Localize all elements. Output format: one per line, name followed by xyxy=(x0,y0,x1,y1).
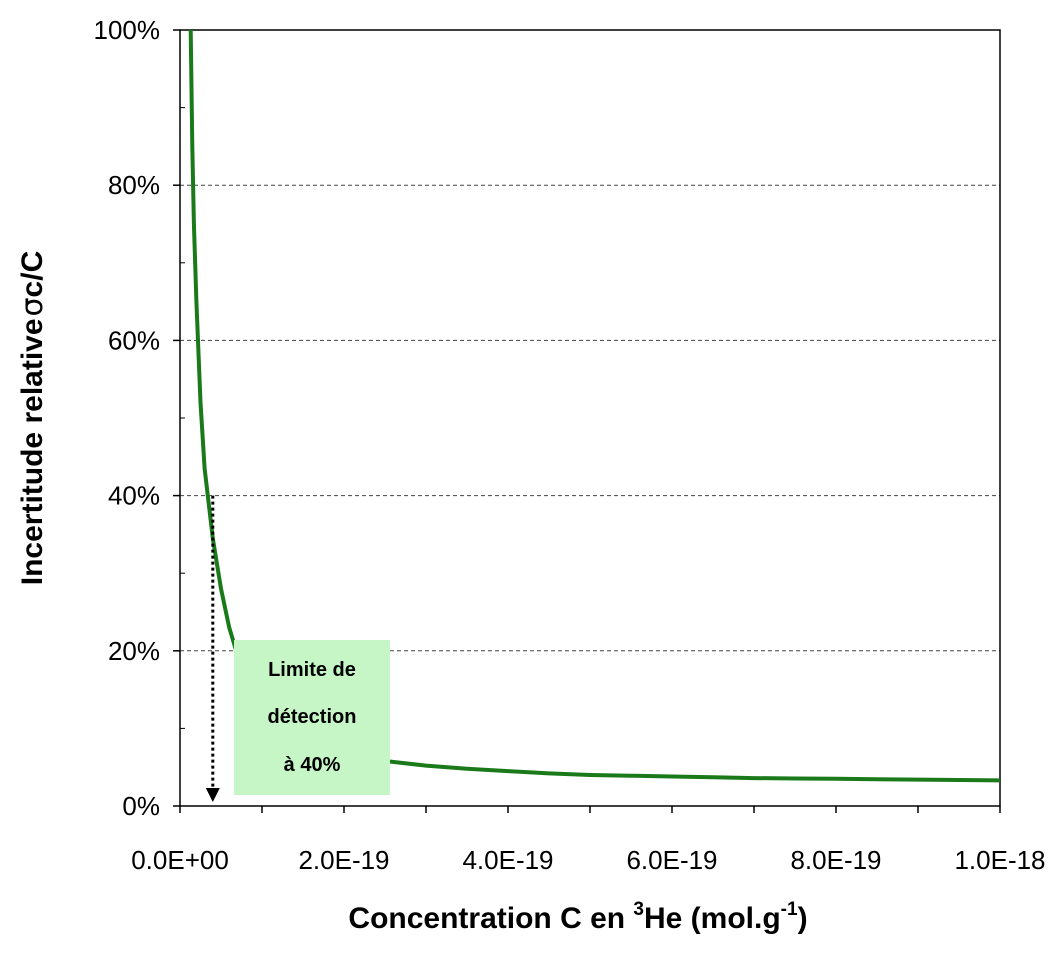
y-minor-ticks xyxy=(180,107,185,729)
annotation-line-3: à 40% xyxy=(284,754,341,776)
y-tick-label: 20% xyxy=(108,636,160,666)
x-tick-label: 6.0E-19 xyxy=(626,845,717,875)
x-tick-label: 8.0E-19 xyxy=(790,845,881,875)
annotation: Limite de détection à 40% xyxy=(205,495,390,802)
annotation-line-1: Limite de xyxy=(268,659,356,681)
x-axis-title: Concentration C en 3He (mol.g-1) xyxy=(348,899,807,935)
detection-limit-arrowhead xyxy=(205,788,220,802)
annotation-line-2: détection xyxy=(268,706,357,728)
x-tick-labels: 0.0E+00 2.0E-19 4.0E-19 6.0E-19 8.0E-19 1.0E-… xyxy=(131,845,1045,875)
x-tick-label: 0.0E+00 xyxy=(131,845,229,875)
x-tick-label: 4.0E-19 xyxy=(462,845,553,875)
annotation-box xyxy=(234,640,390,795)
x-tick-label: 1.0E-18 xyxy=(954,845,1045,875)
y-tick-labels: 0% 20% 40% 60% 80% 100% xyxy=(94,15,180,821)
x-tick-marks xyxy=(179,806,1001,813)
y-tick-label: 0% xyxy=(122,791,160,821)
y-tick-label: 40% xyxy=(108,481,160,511)
y-axis-title: Incertitude relativeσc/C xyxy=(15,251,50,585)
grid-layer xyxy=(180,184,1000,652)
y-tick-label: 80% xyxy=(108,170,160,200)
x-tick-label: 2.0E-19 xyxy=(298,845,389,875)
y-tick-label: 100% xyxy=(94,15,161,45)
y-tick-label: 60% xyxy=(108,325,160,355)
